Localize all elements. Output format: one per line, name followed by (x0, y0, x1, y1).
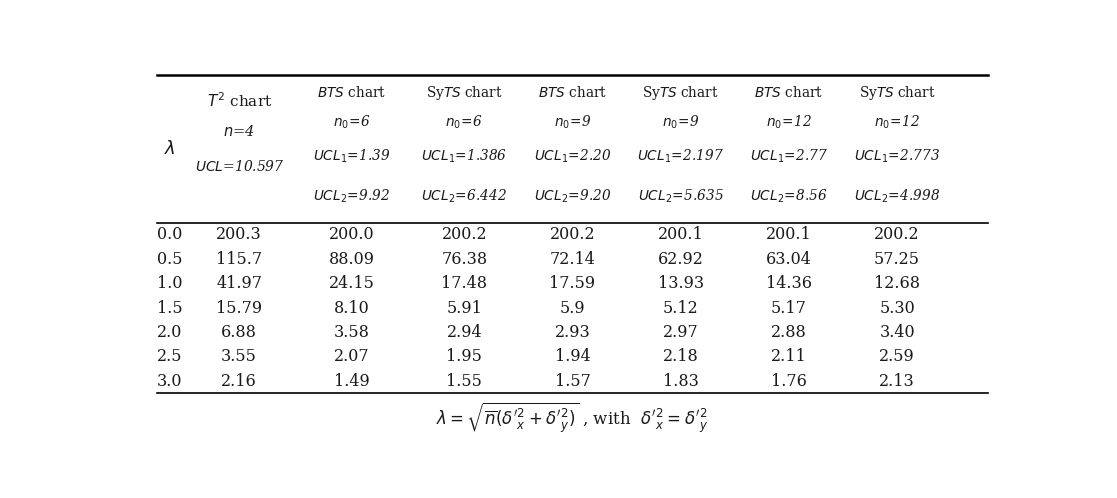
Text: 1.76: 1.76 (771, 373, 806, 389)
Text: 3.40: 3.40 (879, 324, 915, 341)
Text: 2.5: 2.5 (157, 348, 183, 366)
Text: 17.59: 17.59 (550, 275, 595, 292)
Text: 200.1: 200.1 (658, 227, 704, 244)
Text: 17.48: 17.48 (441, 275, 487, 292)
Text: $UCL_1\!=\!$2.197: $UCL_1\!=\!$2.197 (638, 147, 724, 165)
Text: 2.16: 2.16 (221, 373, 257, 389)
Text: 200.1: 200.1 (766, 227, 812, 244)
Text: 1.0: 1.0 (157, 275, 183, 292)
Text: $n_0\!=\!$9: $n_0\!=\!$9 (554, 114, 591, 131)
Text: 200.2: 200.2 (875, 227, 920, 244)
Text: 2.94: 2.94 (447, 324, 483, 341)
Text: 76.38: 76.38 (441, 251, 487, 268)
Text: 2.93: 2.93 (554, 324, 591, 341)
Text: 200.0: 200.0 (328, 227, 374, 244)
Text: $UCL_2\!=\!$4.998: $UCL_2\!=\!$4.998 (853, 187, 941, 205)
Text: $UCL_2\!=\!$5.635: $UCL_2\!=\!$5.635 (638, 187, 724, 205)
Text: 1.5: 1.5 (157, 300, 183, 317)
Text: 2.07: 2.07 (334, 348, 370, 366)
Text: 0.0: 0.0 (157, 227, 182, 244)
Text: 3.58: 3.58 (334, 324, 370, 341)
Text: $UCL_2\!=\!$9.92: $UCL_2\!=\!$9.92 (313, 187, 390, 205)
Text: 5.91: 5.91 (447, 300, 483, 317)
Text: 1.95: 1.95 (447, 348, 483, 366)
Text: 1.83: 1.83 (662, 373, 698, 389)
Text: 200.2: 200.2 (550, 227, 595, 244)
Text: 2.13: 2.13 (879, 373, 915, 389)
Text: 1.55: 1.55 (447, 373, 483, 389)
Text: 62.92: 62.92 (658, 251, 704, 268)
Text: $n_0\!=\!$9: $n_0\!=\!$9 (662, 114, 699, 131)
Text: $\lambda$: $\lambda$ (164, 140, 175, 158)
Text: Sy$\mathit{TS}$ chart: Sy$\mathit{TS}$ chart (426, 84, 503, 102)
Text: $UCL_2\!=\!$9.20: $UCL_2\!=\!$9.20 (534, 187, 611, 205)
Text: 12.68: 12.68 (875, 275, 920, 292)
Text: $\mathit{BTS}$ chart: $\mathit{BTS}$ chart (754, 85, 823, 100)
Text: Sy$\mathit{TS}$ chart: Sy$\mathit{TS}$ chart (642, 84, 719, 102)
Text: $T^2$ chart: $T^2$ chart (207, 91, 271, 110)
Text: 13.93: 13.93 (658, 275, 704, 292)
Text: $n_0\!=\!$12: $n_0\!=\!$12 (875, 114, 920, 131)
Text: 200.3: 200.3 (217, 227, 262, 244)
Text: Sy$\mathit{TS}$ chart: Sy$\mathit{TS}$ chart (859, 84, 935, 102)
Text: 2.0: 2.0 (157, 324, 182, 341)
Text: 3.55: 3.55 (221, 348, 257, 366)
Text: 1.94: 1.94 (554, 348, 591, 366)
Text: 6.88: 6.88 (221, 324, 257, 341)
Text: $UCL$=10.597: $UCL$=10.597 (194, 159, 284, 174)
Text: $n_0\!=\!$12: $n_0\!=\!$12 (766, 114, 812, 131)
Text: 200.2: 200.2 (441, 227, 487, 244)
Text: $UCL_1\!=\!$2.20: $UCL_1\!=\!$2.20 (534, 147, 611, 165)
Text: $UCL_1\!=\!$1.39: $UCL_1\!=\!$1.39 (313, 147, 391, 165)
Text: 115.7: 115.7 (216, 251, 262, 268)
Text: 5.12: 5.12 (662, 300, 698, 317)
Text: $UCL_1\!=\!$2.77: $UCL_1\!=\!$2.77 (750, 147, 828, 165)
Text: 88.09: 88.09 (328, 251, 374, 268)
Text: 5.30: 5.30 (879, 300, 915, 317)
Text: 1.57: 1.57 (554, 373, 591, 389)
Text: $\mathit{BTS}$ chart: $\mathit{BTS}$ chart (538, 85, 607, 100)
Text: 72.14: 72.14 (550, 251, 595, 268)
Text: 2.59: 2.59 (879, 348, 915, 366)
Text: 1.49: 1.49 (334, 373, 370, 389)
Text: $\mathit{BTS}$ chart: $\mathit{BTS}$ chart (317, 85, 386, 100)
Text: $\lambda = \sqrt{\overline{n}(\delta'^{2}_{x} + \delta'^{2}_{y})}$ , with  $\del: $\lambda = \sqrt{\overline{n}(\delta'^{2… (437, 401, 708, 435)
Text: $UCL_1\!=\!$1.386: $UCL_1\!=\!$1.386 (421, 147, 507, 165)
Text: 5.17: 5.17 (771, 300, 806, 317)
Text: 8.10: 8.10 (334, 300, 370, 317)
Text: 63.04: 63.04 (766, 251, 812, 268)
Text: 41.97: 41.97 (217, 275, 262, 292)
Text: 2.11: 2.11 (771, 348, 806, 366)
Text: 2.97: 2.97 (662, 324, 698, 341)
Text: $UCL_2\!=\!$6.442: $UCL_2\!=\!$6.442 (421, 187, 507, 205)
Text: $n$=4: $n$=4 (223, 124, 255, 139)
Text: 2.88: 2.88 (771, 324, 806, 341)
Text: $n_0\!=\!$6: $n_0\!=\!$6 (333, 114, 371, 131)
Text: 5.9: 5.9 (560, 300, 585, 317)
Text: $n_0\!=\!$6: $n_0\!=\!$6 (446, 114, 483, 131)
Text: $UCL_1\!=\!$2.773: $UCL_1\!=\!$2.773 (853, 147, 941, 165)
Text: 0.5: 0.5 (157, 251, 183, 268)
Text: 15.79: 15.79 (216, 300, 262, 317)
Text: 2.18: 2.18 (662, 348, 698, 366)
Text: 14.36: 14.36 (766, 275, 812, 292)
Text: 24.15: 24.15 (328, 275, 374, 292)
Text: 57.25: 57.25 (875, 251, 920, 268)
Text: 3.0: 3.0 (157, 373, 183, 389)
Text: $UCL_2\!=\!$8.56: $UCL_2\!=\!$8.56 (750, 187, 828, 205)
